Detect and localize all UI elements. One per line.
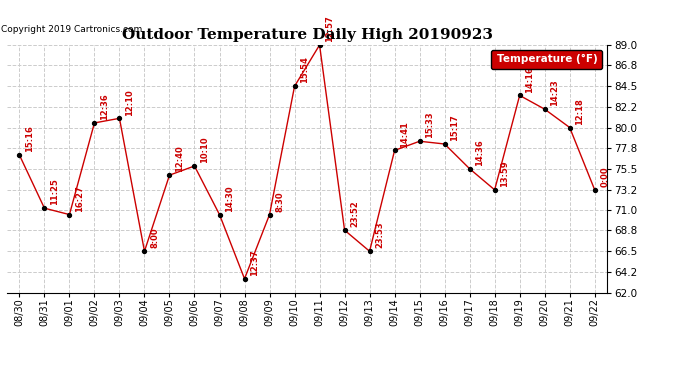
Point	[39, 205, 50, 211]
Point	[414, 138, 425, 144]
Point	[339, 227, 350, 233]
Text: 12:37: 12:37	[250, 249, 259, 276]
Point	[214, 211, 225, 217]
Text: 15:16: 15:16	[25, 125, 34, 152]
Text: 12:57: 12:57	[325, 15, 334, 42]
Text: 12:40: 12:40	[175, 146, 184, 172]
Text: 12:10: 12:10	[125, 89, 134, 116]
Point	[64, 211, 75, 217]
Text: 15:54: 15:54	[300, 57, 309, 84]
Point	[89, 120, 100, 126]
Point	[389, 147, 400, 153]
Text: 12:18: 12:18	[575, 98, 584, 125]
Text: 10:10: 10:10	[200, 136, 209, 163]
Point	[239, 276, 250, 282]
Point	[514, 92, 525, 98]
Text: 14:16: 14:16	[525, 66, 534, 93]
Text: 15:33: 15:33	[425, 112, 434, 138]
Point	[14, 152, 25, 158]
Text: 16:27: 16:27	[75, 185, 84, 212]
Point	[489, 187, 500, 193]
Text: 12:36: 12:36	[100, 93, 109, 120]
Point	[164, 172, 175, 178]
Text: 14:23: 14:23	[550, 80, 559, 106]
Text: 11:25: 11:25	[50, 178, 59, 206]
Point	[189, 163, 200, 169]
Point	[364, 248, 375, 254]
Point	[439, 141, 450, 147]
Text: 14:36: 14:36	[475, 139, 484, 166]
Point	[589, 187, 600, 193]
Text: 23:52: 23:52	[350, 201, 359, 227]
Text: 0:00: 0:00	[600, 166, 609, 187]
Point	[464, 166, 475, 172]
Text: 15:17: 15:17	[450, 114, 459, 141]
Point	[289, 83, 300, 89]
Title: Outdoor Temperature Daily High 20190923: Outdoor Temperature Daily High 20190923	[121, 28, 493, 42]
Point	[139, 248, 150, 254]
Text: 13:59: 13:59	[500, 160, 509, 187]
Point	[264, 211, 275, 217]
Text: 14:30: 14:30	[225, 185, 234, 212]
Text: Copyright 2019 Cartronics.com: Copyright 2019 Cartronics.com	[1, 25, 142, 34]
Point	[539, 106, 550, 112]
Point	[564, 124, 575, 130]
Text: 8:30: 8:30	[275, 191, 284, 212]
Text: 8:00: 8:00	[150, 228, 159, 249]
Text: 14:41: 14:41	[400, 121, 409, 148]
Point	[114, 116, 125, 122]
Text: 23:53: 23:53	[375, 222, 384, 249]
Legend: Temperature (°F): Temperature (°F)	[491, 50, 602, 69]
Point	[314, 42, 325, 48]
